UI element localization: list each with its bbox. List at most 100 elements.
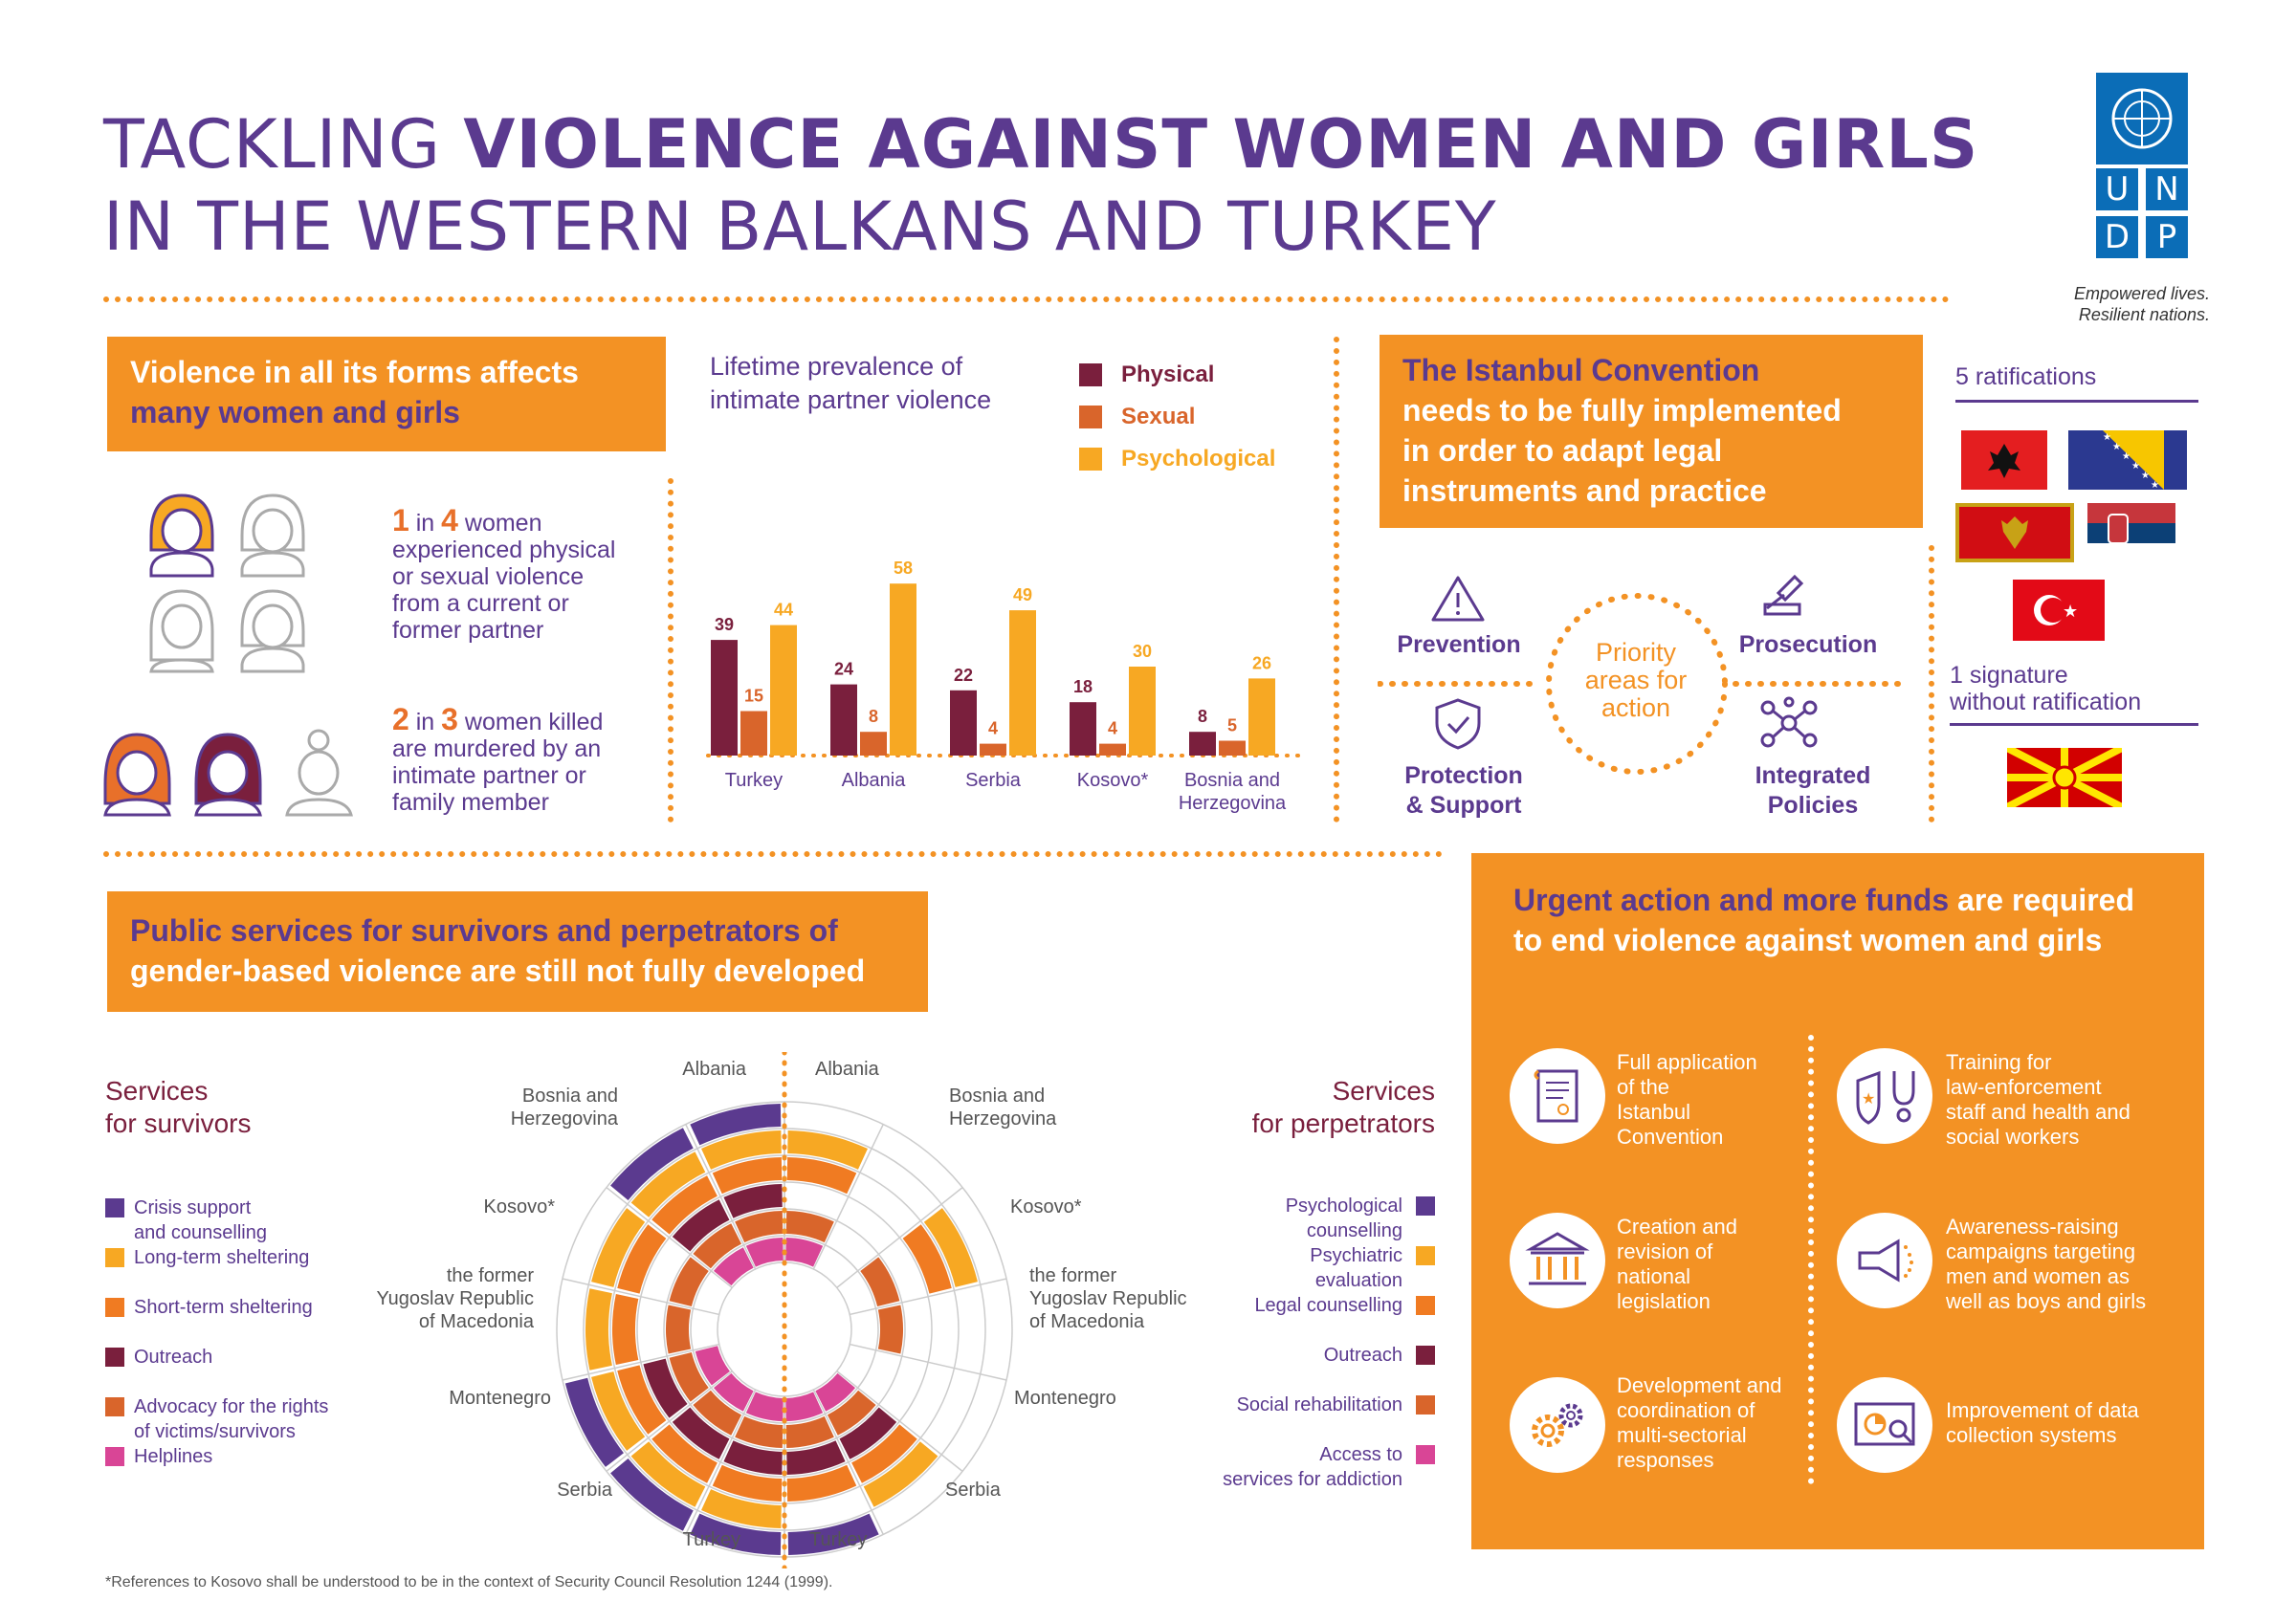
divider-v1: [668, 478, 673, 822]
flag-bosnia-icon: ★★★★★★: [2068, 430, 2187, 490]
perpetrator-service-segment: [785, 1392, 824, 1421]
perpetrator-service-segment: [827, 1390, 876, 1436]
divider-v3: [1929, 545, 1934, 822]
radial-label-turkey-left: Turkey: [682, 1529, 740, 1550]
legend-swatch: [1416, 1395, 1435, 1415]
perpetrator-service-segment: [902, 1224, 952, 1294]
survivors-title: Services for survivors: [105, 1076, 252, 1138]
urgent-divider: [1808, 1035, 1814, 1484]
flag-montenegro-icon: [1955, 503, 2074, 562]
survivor-service-segment: [591, 1208, 646, 1287]
divider-v2: [1334, 337, 1339, 822]
bar-sexual: [980, 743, 1006, 756]
survivor-service-segment: [617, 1224, 667, 1294]
radial-label-bih-left: Bosnia and Herzegovina: [510, 1086, 618, 1130]
bar-value-label: 18: [1073, 677, 1093, 696]
legend-label: Outreach: [1323, 1345, 1402, 1366]
signature-label: 1 signature without ratification: [1950, 662, 2142, 715]
survivor-service-segment: [714, 1247, 754, 1286]
woman-highlight-icon: [194, 733, 262, 817]
legend-swatch: [105, 1397, 124, 1416]
legend-label: Legal counselling: [1254, 1295, 1402, 1316]
survivor-service-segment: [651, 1424, 718, 1483]
logo-letter-p: P: [2146, 216, 2188, 258]
survivor-service-segment: [672, 1407, 730, 1459]
survivor-service-segment: [695, 1346, 730, 1386]
radial-spoke: [850, 1343, 1007, 1381]
bar-category-label: Serbia: [965, 770, 1022, 791]
bar-psychological: [1129, 667, 1156, 756]
shield-icon: [1435, 698, 1481, 750]
legend-label: Psychological counselling: [1285, 1195, 1402, 1241]
svg-text:★: ★: [2151, 480, 2159, 490]
survivor-service-segment: [666, 1305, 692, 1354]
svg-text:★: ★: [2122, 451, 2130, 462]
radial-spoke: [685, 1124, 757, 1270]
radial-spoke: [562, 1278, 719, 1316]
bar-value-label: 22: [954, 666, 973, 685]
radial-label-fyrom-left: the former Yugoslav Republic of Macedoni…: [376, 1265, 534, 1332]
radial-label-kosovo-left: Kosovo*: [483, 1196, 556, 1217]
survivor-service-segment: [714, 1372, 754, 1412]
survivor-service-segment: [617, 1365, 667, 1435]
radial-spoke: [562, 1343, 719, 1381]
woman-outline-icon: [149, 589, 214, 673]
svg-text:★: ★: [2141, 471, 2150, 481]
gears-icon: [1510, 1377, 1605, 1473]
bar-sexual: [1219, 740, 1246, 756]
radial-services-chart: [556, 1052, 1013, 1568]
undp-tagline: Empowered lives. Resilient nations.: [2073, 284, 2210, 324]
istanbul-box: The Istanbul Convention needs to be full…: [1380, 335, 1923, 528]
bar-category-label: Herzegovina: [1179, 793, 1287, 814]
bar-value-label: 58: [894, 559, 913, 578]
perpetrator-service-segment: [786, 1464, 857, 1502]
legend-swatch: [1079, 406, 1102, 428]
document-icon: [1510, 1048, 1605, 1144]
svg-text:★: ★: [2112, 442, 2121, 452]
perpetrator-service-segment: [787, 1513, 879, 1555]
survivor-service-segment: [610, 1459, 694, 1531]
svg-text:★: ★: [2103, 432, 2111, 443]
woman-outline-icon: [285, 729, 353, 817]
bar-value-label: 5: [1227, 716, 1237, 735]
bar-psychological: [1009, 610, 1036, 756]
radial-spoke: [836, 1371, 963, 1472]
badge-stethoscope-icon: ★: [1837, 1048, 1932, 1144]
survivor-service-segment: [712, 1157, 783, 1195]
radial-spoke: [812, 1124, 884, 1270]
bar-sexual: [860, 732, 887, 756]
stat-2-in-3: 2 in 3 women killed are murdered by an i…: [392, 702, 604, 816]
bar-value-label: 4: [988, 719, 998, 738]
flag-albania-icon: [1961, 430, 2047, 490]
perpetrator-service-segment: [785, 1415, 834, 1448]
bar-value-label: 4: [1108, 719, 1117, 738]
violence-box: Violence in all its forms affects many w…: [107, 337, 666, 451]
bar-category-label: Bosnia and: [1184, 770, 1280, 791]
perpetrator-service-segment: [839, 1407, 897, 1459]
bar-value-label: 44: [774, 601, 793, 620]
action-awareness: Awareness-raising campaigns targeting men …: [1946, 1215, 2147, 1313]
legend-swatch: [1416, 1196, 1435, 1216]
legend-swatch: [105, 1248, 124, 1267]
radial-spoke: [812, 1389, 884, 1535]
bar-psychological: [770, 625, 797, 756]
data-chart-icon: [1837, 1377, 1932, 1473]
svg-text:★: ★: [2131, 461, 2140, 472]
radial-spoke: [836, 1187, 963, 1288]
woman-outline-icon: [240, 493, 305, 578]
perpetrator-service-segment: [923, 1208, 978, 1287]
radial-label-montenegro-right: Montenegro: [1014, 1388, 1116, 1409]
radial-label-montenegro-left: Montenegro: [449, 1388, 551, 1409]
legend-label: Access to services for addiction: [1223, 1444, 1402, 1490]
prosecution-label: Prosecution: [1738, 631, 1878, 658]
legend-label: Crisis support and counselling: [134, 1197, 267, 1243]
legend-label: Psychiatric evaluation: [1310, 1245, 1402, 1291]
flag-macedonia-icon: [2007, 748, 2122, 807]
ratifications-rule: [1955, 400, 2198, 403]
legend-swatch: [105, 1348, 124, 1367]
action-full-application: Full application of the Istanbul Convention: [1617, 1050, 1757, 1149]
perpetrator-service-segment: [851, 1424, 917, 1483]
footnote: *References to Kosovo shall be understoo…: [105, 1574, 833, 1590]
bar-physical: [830, 684, 857, 756]
bar-chart-title: Lifetime prevalence of intimate partner …: [710, 352, 992, 414]
